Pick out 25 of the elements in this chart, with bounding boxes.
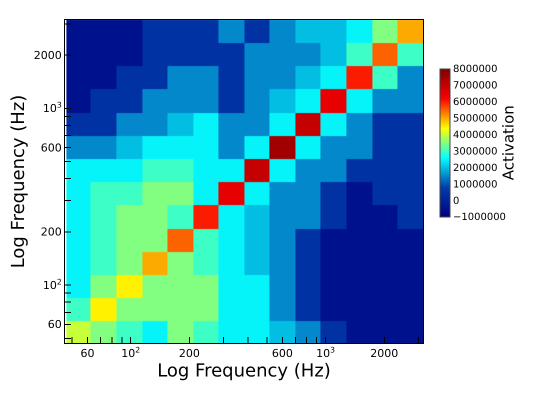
x-tick-label: 10$^{3}$ bbox=[316, 346, 336, 360]
color-bar-label: 0 bbox=[453, 196, 460, 207]
x-tick-label: 600 bbox=[272, 347, 293, 360]
y-tick-label: 10$^{3}$ bbox=[42, 100, 62, 116]
x-axis-title: Log Frequency (Hz) bbox=[157, 360, 331, 382]
color-bar-title: Activation bbox=[500, 105, 518, 180]
x-tick-label: 60 bbox=[80, 347, 94, 360]
color-bar-label: 1000000 bbox=[453, 179, 498, 190]
x-tick-label: 200 bbox=[178, 347, 200, 360]
color-bar-label: 2000000 bbox=[453, 162, 498, 174]
x-tick-label: 10$^{2}$ bbox=[121, 346, 140, 360]
x-tick-label: 2000 bbox=[370, 347, 398, 360]
y-tick-label: 10$^{2}$ bbox=[42, 277, 62, 292]
color-bar-label: 6000000 bbox=[453, 97, 498, 108]
color-bar-label: 4000000 bbox=[453, 130, 498, 142]
y-tick-label: 60 bbox=[48, 318, 62, 332]
y-axis-title: Log Frequency (Hz) bbox=[8, 94, 29, 268]
color-bar-label: 5000000 bbox=[453, 114, 498, 125]
y-tick-label: 600 bbox=[40, 141, 62, 154]
color-bar-label: 8000000 bbox=[453, 64, 498, 76]
color-bar-label: −1000000 bbox=[453, 212, 506, 224]
y-tick-label: 2000 bbox=[34, 48, 62, 62]
color-bar-label: 3000000 bbox=[453, 146, 498, 158]
color-bar-label: 7000000 bbox=[453, 80, 498, 92]
y-tick-label: 200 bbox=[40, 226, 62, 239]
